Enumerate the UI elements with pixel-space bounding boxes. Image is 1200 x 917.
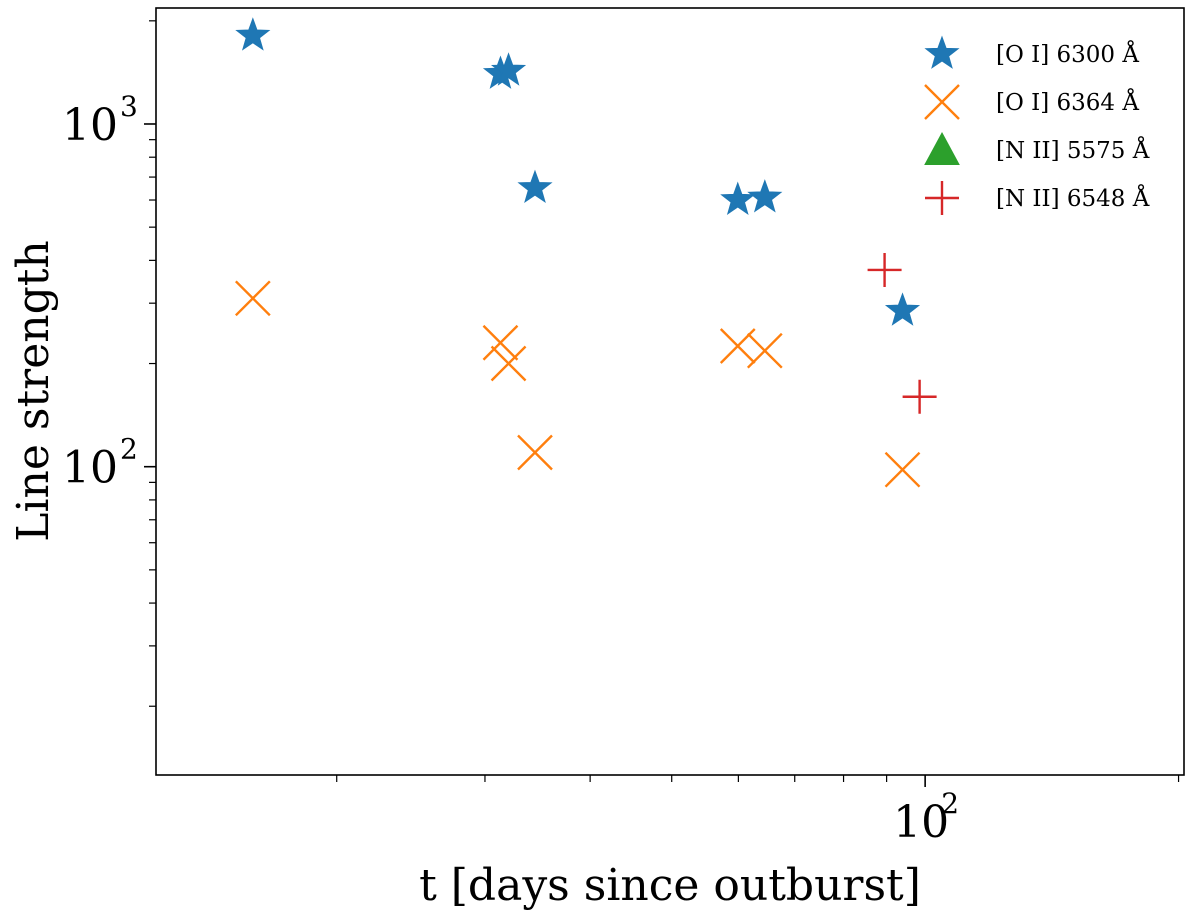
y-tick-exponent: 3 [120, 90, 138, 123]
x-tick-label: 10 [893, 797, 949, 848]
data-point-plus [867, 252, 902, 287]
data-point-star [884, 292, 921, 326]
data-point-star [720, 181, 756, 215]
data-point-star [747, 179, 783, 213]
y-tick-label: 10 [62, 443, 118, 494]
legend-marker-triangle [924, 131, 960, 165]
data-point-x [482, 324, 519, 361]
legend-label: [O I] 6300 Å [996, 40, 1139, 68]
x-axis-title: t [days since outburst] [419, 860, 921, 911]
legend-label: [N II] 6548 Å [996, 184, 1150, 212]
data-point-star [517, 169, 553, 204]
data-point-star [490, 52, 527, 86]
data-point-x [517, 434, 553, 471]
data-point-star [235, 17, 271, 51]
legend-label: [O I] 6364 Å [996, 88, 1139, 116]
data-point-x [746, 332, 783, 369]
data-marks [234, 17, 937, 488]
legend: [O I] 6300 Å [O I] 6364 Å [N II] 5575 Å [N … [924, 35, 1150, 215]
y-tick-exponent: 2 [120, 433, 138, 466]
plot-area [155, 7, 1185, 776]
legend-label: [N II] 5575 Å [996, 136, 1150, 164]
legend-marker-plus [925, 181, 959, 215]
y-tick-label: 10 [62, 100, 118, 151]
data-point-plus [902, 379, 937, 414]
legend-marker-star [924, 35, 960, 69]
plot-frame [155, 7, 1185, 776]
data-point-x [490, 345, 527, 382]
legend-marker-x [924, 84, 960, 120]
data-point-x [884, 451, 921, 488]
x-tick-exponent: 2 [941, 787, 959, 820]
data-point-x [234, 280, 271, 317]
y-axis-title: Line strength [8, 240, 59, 542]
